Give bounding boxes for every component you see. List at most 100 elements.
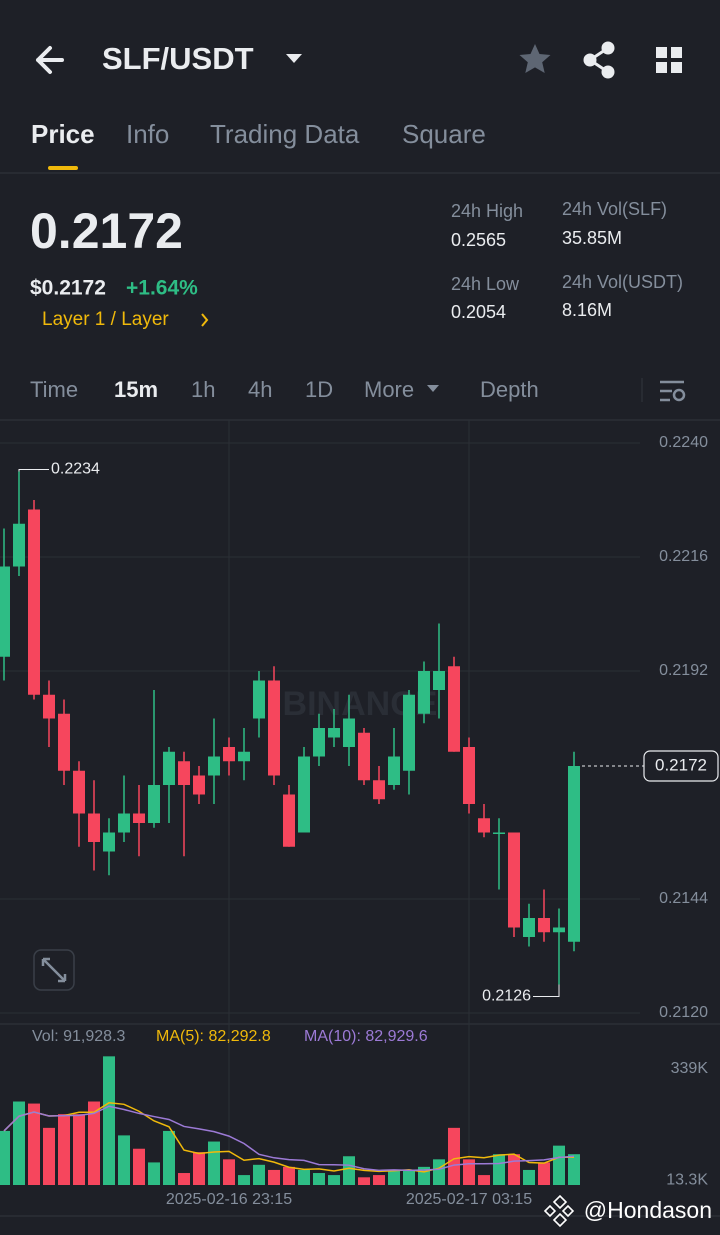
grid-menu[interactable] — [656, 47, 682, 73]
volume-bar — [58, 1114, 70, 1185]
y-tick-label: 0.2216 — [659, 548, 708, 565]
last-price-label: 0.2172 — [655, 755, 707, 774]
volume-bar — [343, 1156, 355, 1185]
volume-bar — [493, 1154, 505, 1185]
y-tick-label: 0.2192 — [659, 662, 708, 679]
stat-label: 24h Vol(SLF) — [562, 199, 667, 219]
timeframe[interactable]: Time — [30, 377, 78, 402]
volume-bar — [163, 1130, 175, 1185]
volume-bar — [298, 1169, 310, 1185]
candle-body — [13, 523, 25, 567]
tab[interactable]: Price — [31, 119, 95, 149]
volume-bar — [133, 1148, 145, 1185]
stat-label: 24h High — [451, 201, 523, 221]
tab[interactable]: Info — [126, 119, 169, 149]
volume-bar — [43, 1127, 55, 1185]
volume-bar — [118, 1135, 130, 1185]
timeframe[interactable]: 1D — [305, 377, 333, 402]
watermark: @Hondason — [584, 1197, 712, 1223]
volume-bar — [208, 1141, 220, 1185]
candle-body — [493, 832, 505, 834]
category-tag[interactable]: Layer 1 / Layer — [42, 309, 169, 330]
stat-value: 0.2565 — [451, 230, 506, 250]
candle-body — [373, 780, 385, 800]
expand-button[interactable] — [33, 949, 75, 991]
candle-body — [433, 671, 445, 690]
volume-bar — [283, 1166, 295, 1185]
candle-body — [508, 832, 520, 928]
volume-bar — [148, 1162, 160, 1185]
volume-bar — [478, 1175, 490, 1185]
candle-body — [238, 751, 250, 762]
candle-body — [178, 761, 190, 785]
share-button[interactable] — [583, 41, 615, 79]
candle-body — [58, 713, 70, 771]
candle-body — [463, 747, 475, 804]
timeframe[interactable]: Depth — [480, 377, 539, 402]
candle-body — [268, 680, 280, 776]
stat-label: 24h Vol(USDT) — [562, 272, 683, 292]
chart-settings[interactable] — [660, 380, 686, 402]
max-pointer — [18, 469, 49, 472]
max-label: 0.2234 — [51, 461, 100, 478]
back-button[interactable] — [36, 46, 64, 74]
candle-body — [133, 813, 145, 823]
expand-icon — [41, 957, 67, 983]
candle-body — [478, 818, 490, 833]
candle-body — [298, 756, 310, 833]
volume-bar — [73, 1114, 85, 1185]
stat-value: 0.2054 — [451, 302, 506, 322]
candle-body — [553, 927, 565, 933]
tab-indicator — [48, 166, 78, 170]
volume-bar — [103, 1056, 115, 1185]
volume-bar — [253, 1164, 265, 1185]
volume-bar — [358, 1177, 370, 1185]
candle-body — [73, 770, 85, 814]
pair-dropdown[interactable] — [286, 54, 302, 63]
volume-bar — [448, 1127, 460, 1185]
timeframe[interactable]: More — [364, 377, 414, 402]
timeframe[interactable]: 1h — [191, 377, 215, 402]
pair-title[interactable]: SLF/USDT — [102, 41, 254, 76]
y-tick-label: 0.2144 — [659, 890, 708, 907]
y-tick-label: 0.2240 — [659, 434, 708, 451]
ma5-line — [3, 1102, 574, 1173]
tab[interactable]: Trading Data — [210, 119, 360, 149]
candle-body — [43, 694, 55, 719]
candle-body — [313, 728, 325, 757]
ma5-info: MA(5): 82,292.8 — [156, 1028, 271, 1045]
ma10-line — [3, 1105, 575, 1172]
volume-bar — [403, 1169, 415, 1185]
stat-label: 24h Low — [451, 274, 520, 294]
candle-body — [163, 751, 175, 785]
favorite-star[interactable] — [519, 44, 551, 73]
volume-tick-label: 13.3K — [666, 1172, 708, 1189]
candle-body — [358, 732, 370, 781]
volume-bar — [88, 1101, 100, 1185]
volume-bar — [538, 1162, 550, 1185]
tab[interactable]: Square — [402, 119, 486, 149]
tag-arrow — [201, 313, 209, 327]
timeframe[interactable]: 15m — [114, 377, 158, 402]
volume-bar — [193, 1152, 205, 1185]
last-price: 0.2172 — [30, 203, 183, 259]
volume-bar — [0, 1130, 10, 1185]
volume-bar — [238, 1175, 250, 1185]
volume-bar — [13, 1101, 25, 1185]
volume-bar — [328, 1175, 340, 1185]
candle-body — [283, 794, 295, 847]
ma10-info: MA(10): 82,929.6 — [304, 1028, 428, 1045]
volume-bar — [433, 1159, 445, 1185]
timeframe[interactable]: 4h — [248, 377, 272, 402]
candle-body — [523, 918, 535, 937]
x-tick-label: 2025-02-17 03:15 — [406, 1191, 532, 1208]
x-tick-label: 2025-02-16 23:15 — [166, 1191, 292, 1208]
stat-value: 35.85M — [562, 228, 622, 248]
candle-body — [118, 813, 130, 833]
volume-tick-label: 339K — [671, 1060, 709, 1077]
volume-bar — [508, 1154, 520, 1185]
candle-body — [328, 728, 340, 738]
candle-body — [253, 680, 265, 719]
